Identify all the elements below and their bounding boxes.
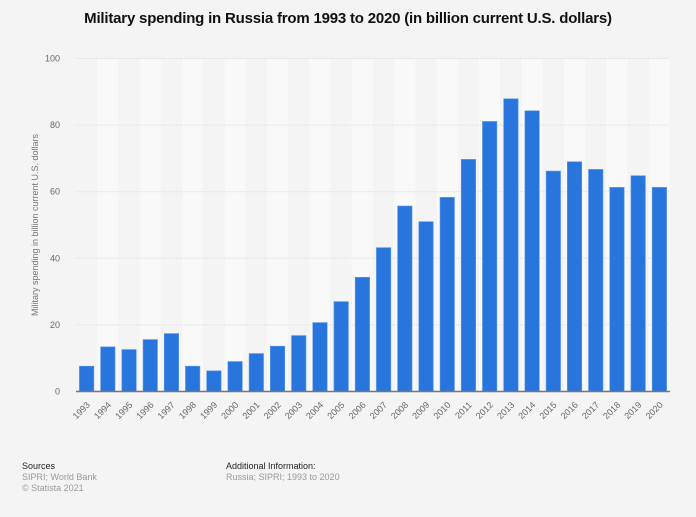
x-tick-label: 2020	[644, 400, 665, 421]
bar-1999[interactable]	[206, 370, 222, 392]
x-tick-label: 2009	[410, 400, 431, 421]
bar-1994[interactable]	[100, 346, 116, 392]
x-tick-label: 2007	[368, 400, 389, 421]
additional-info-block: Additional Information: Russia; SIPRI; 1…	[226, 461, 340, 483]
x-axis-ticks: 1993 1994 1995 1996 1997 1998 1999 2000 2001 2002…	[71, 400, 665, 421]
bar-2008[interactable]	[397, 205, 413, 392]
bar-2007[interactable]	[376, 247, 392, 392]
x-tick-label: 2012	[474, 400, 495, 421]
x-tick-label: 2015	[538, 400, 559, 421]
y-tick-label: 40	[50, 253, 60, 263]
column-band	[288, 58, 310, 392]
additional-info-heading: Additional Information:	[226, 461, 316, 471]
x-tick-label: 2011	[453, 400, 474, 421]
x-tick-label: 2004	[304, 400, 325, 421]
x-tick-label: 1993	[71, 400, 92, 421]
x-tick-label: 2018	[601, 400, 622, 421]
x-tick-label: 2010	[431, 400, 452, 421]
copyright-text: © Statista 2021	[22, 483, 84, 493]
x-tick-label: 1997	[156, 400, 177, 421]
x-tick-label: 2002	[262, 400, 283, 421]
bar-2018[interactable]	[609, 187, 625, 392]
bar-2019[interactable]	[630, 175, 646, 392]
x-tick-label: 1996	[134, 400, 155, 421]
y-axis-ticks: 0 20 40 60 80 100	[45, 54, 60, 397]
y-tick-label: 20	[50, 320, 60, 330]
bar-2009[interactable]	[418, 221, 434, 392]
bar-2000[interactable]	[227, 361, 243, 392]
x-tick-label: 1999	[198, 400, 219, 421]
bar-2001[interactable]	[248, 353, 264, 392]
bar-2006[interactable]	[354, 276, 370, 392]
x-tick-label: 1998	[177, 400, 198, 421]
column-band	[160, 58, 183, 392]
bar-2014[interactable]	[524, 110, 540, 392]
bar-2010[interactable]	[439, 197, 455, 392]
x-tick-label: 2003	[283, 400, 304, 421]
y-tick-label: 80	[50, 120, 60, 130]
column-band	[139, 58, 161, 392]
x-tick-label: 2014	[516, 400, 537, 421]
x-tick-label: 2016	[559, 400, 580, 421]
bar-2003[interactable]	[291, 335, 307, 392]
y-axis-label: Military spending in billion current U.S…	[30, 133, 40, 316]
bar-2005[interactable]	[333, 301, 349, 392]
x-tick-label: 2000	[219, 400, 240, 421]
column-band	[118, 58, 140, 392]
x-tick-label: 2001	[241, 400, 262, 421]
y-tick-label: 100	[45, 54, 60, 64]
bar-2016[interactable]	[567, 161, 583, 392]
bar-1995[interactable]	[121, 349, 137, 392]
column-band	[245, 58, 267, 392]
chart-title: Military spending in Russia from 1993 to…	[84, 10, 612, 27]
column-band	[182, 58, 204, 392]
column-band	[203, 58, 225, 392]
x-tick-label: 2013	[495, 400, 516, 421]
sources-block: Sources SIPRI; World Bank © Statista 202…	[22, 461, 97, 494]
bar-1998[interactable]	[185, 365, 201, 392]
bar-2013[interactable]	[503, 98, 519, 392]
sources-heading: Sources	[22, 461, 56, 471]
bar-chart: 0 20 40 60 80 100 Military spending in billio…	[30, 54, 670, 421]
x-tick-label: 1994	[92, 400, 113, 421]
bar-2012[interactable]	[482, 121, 498, 392]
column-band	[76, 58, 98, 392]
bar-2020[interactable]	[651, 187, 667, 392]
bar-1993[interactable]	[79, 365, 95, 392]
x-tick-label: 1995	[113, 400, 134, 421]
sources-text: SIPRI; World Bank	[22, 472, 97, 482]
column-band	[309, 58, 331, 392]
bar-2002[interactable]	[270, 345, 286, 392]
bar-2011[interactable]	[460, 159, 476, 392]
additional-info-text: Russia; SIPRI; 1993 to 2020	[226, 472, 340, 482]
bar-1996[interactable]	[142, 339, 158, 392]
x-tick-label: 2017	[580, 400, 601, 421]
y-tick-label: 60	[50, 187, 60, 197]
column-band	[97, 58, 119, 392]
bar-2015[interactable]	[545, 170, 561, 392]
x-tick-label: 2006	[347, 400, 368, 421]
x-tick-label: 2005	[325, 400, 346, 421]
x-tick-label: 2019	[622, 400, 643, 421]
bar-2004[interactable]	[312, 322, 328, 392]
column-band	[224, 58, 246, 392]
bar-1997[interactable]	[163, 333, 179, 392]
column-band	[266, 58, 289, 392]
bar-2017[interactable]	[588, 169, 604, 392]
x-tick-label: 2008	[389, 400, 410, 421]
y-tick-label: 0	[55, 387, 60, 397]
